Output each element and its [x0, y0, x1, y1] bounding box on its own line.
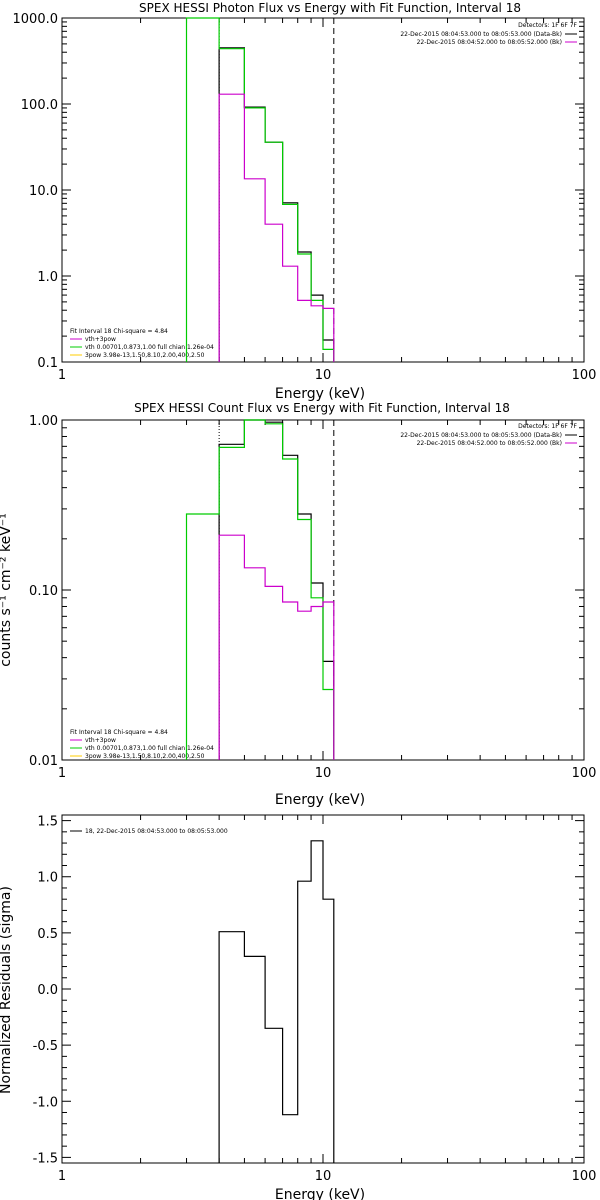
legend-3pow: 3pow 3.98e-13,1.50,8.10,2.00,400,2.50	[85, 753, 205, 760]
y-tick-label: 1.0	[37, 270, 58, 285]
y-tick-label: 0.0	[37, 983, 58, 998]
legend-fit-interval: Fit Interval 18 Chi-square = 4.84	[70, 328, 168, 335]
legend-detectors: Detectors: 1F 6F 7F	[518, 423, 577, 430]
y-tick-label: 1000.0	[13, 12, 59, 27]
series-line-2	[218, 93, 335, 362]
legend-left: 18, 22-Dec-2015 08:04:53.000 to 08:05:53…	[70, 828, 228, 835]
series-line-0	[218, 840, 335, 1163]
chart-title: SPEX HESSI Count Flux vs Energy with Fit…	[134, 401, 510, 415]
x-tick-label: 100	[572, 1169, 597, 1184]
legend-right: Detectors: 1F 6F 7F 22-Dec-2015 08:04:53…	[400, 22, 577, 46]
y-tick-label: 0.5	[37, 927, 58, 942]
x-axis-label: Energy (keV)	[275, 1187, 365, 1200]
y-tick-label: 100.0	[21, 98, 58, 113]
count-flux-panel: SPEX HESSI Count Flux vs Energy with Fit…	[0, 401, 596, 808]
legend-left: Fit Interval 18 Chi-square = 4.84 vth+3p…	[70, 729, 214, 760]
legend-detectors: Detectors: 1F 6F 7F	[518, 22, 577, 29]
y-tick-label: -1.0	[33, 1095, 58, 1110]
series-line-1	[185, 17, 335, 362]
legend-bk: 22-Dec-2015 08:04:52.000 to 08:05:52.000…	[417, 39, 562, 46]
y-tick-label: -1.5	[33, 1151, 58, 1166]
legend-data-bk: 22-Dec-2015 08:04:53.000 to 08:05:53.000…	[400, 432, 562, 439]
y-axis-label: counts s⁻¹ cm⁻² keV⁻¹	[0, 513, 14, 667]
legend-bk: 22-Dec-2015 08:04:52.000 to 08:05:52.000…	[417, 440, 562, 447]
series-line-0	[218, 47, 335, 362]
y-axis-label: Normalized Residuals (sigma)	[0, 886, 14, 1094]
x-axis-label: Energy (keV)	[275, 792, 365, 808]
legend-left: Fit Interval 18 Chi-square = 4.84 vth+3p…	[70, 328, 214, 359]
x-tick-label: 100	[572, 766, 597, 781]
x-tick-label: 1	[58, 368, 66, 383]
y-tick-label: 0.01	[29, 754, 58, 769]
y-tick-label: 0.10	[29, 584, 58, 599]
x-tick-label: 1	[58, 766, 66, 781]
x-tick-label: 1	[58, 1169, 66, 1184]
series-line-1	[185, 419, 335, 760]
legend-vth: vth 0.00701,0.873,1.00 full chian 1.26e-…	[85, 344, 214, 351]
legend-model: vth+3pow	[85, 336, 116, 343]
x-axis-label: Energy (keV)	[275, 386, 365, 402]
x-tick-label: 100	[572, 368, 597, 383]
legend-residuals: 18, 22-Dec-2015 08:04:53.000 to 08:05:53…	[85, 828, 228, 835]
residuals-panel: Energy (keV) Normalized Residuals (sigma…	[0, 814, 597, 1200]
series-line-0	[218, 419, 335, 760]
legend-data-bk: 22-Dec-2015 08:04:53.000 to 08:05:53.000…	[400, 31, 562, 38]
chart-title: SPEX HESSI Photon Flux vs Energy with Fi…	[139, 1, 521, 15]
legend-right: Detectors: 1F 6F 7F 22-Dec-2015 08:04:53…	[400, 423, 577, 447]
x-tick-label: 10	[315, 368, 332, 383]
y-tick-label: 1.0	[37, 871, 58, 886]
x-tick-label: 10	[315, 766, 332, 781]
y-tick-label: 1.00	[29, 414, 58, 429]
legend-3pow: 3pow 3.98e-13,1.50,8.10,2.00,400,2.50	[85, 352, 205, 359]
y-tick-label: -0.5	[33, 1039, 58, 1054]
y-tick-label: 0.1	[37, 356, 58, 371]
legend-model: vth+3pow	[85, 737, 116, 744]
x-tick-label: 10	[315, 1169, 332, 1184]
legend-fit-interval: Fit Interval 18 Chi-square = 4.84	[70, 729, 168, 736]
photon-flux-panel: SPEX HESSI Photon Flux vs Energy with Fi…	[13, 1, 597, 402]
y-tick-label: 1.5	[37, 815, 58, 830]
y-tick-label: 10.0	[29, 184, 58, 199]
legend-vth: vth 0.00701,0.873,1.00 full chian 1.26e-…	[85, 745, 214, 752]
series-line-2	[218, 534, 335, 760]
